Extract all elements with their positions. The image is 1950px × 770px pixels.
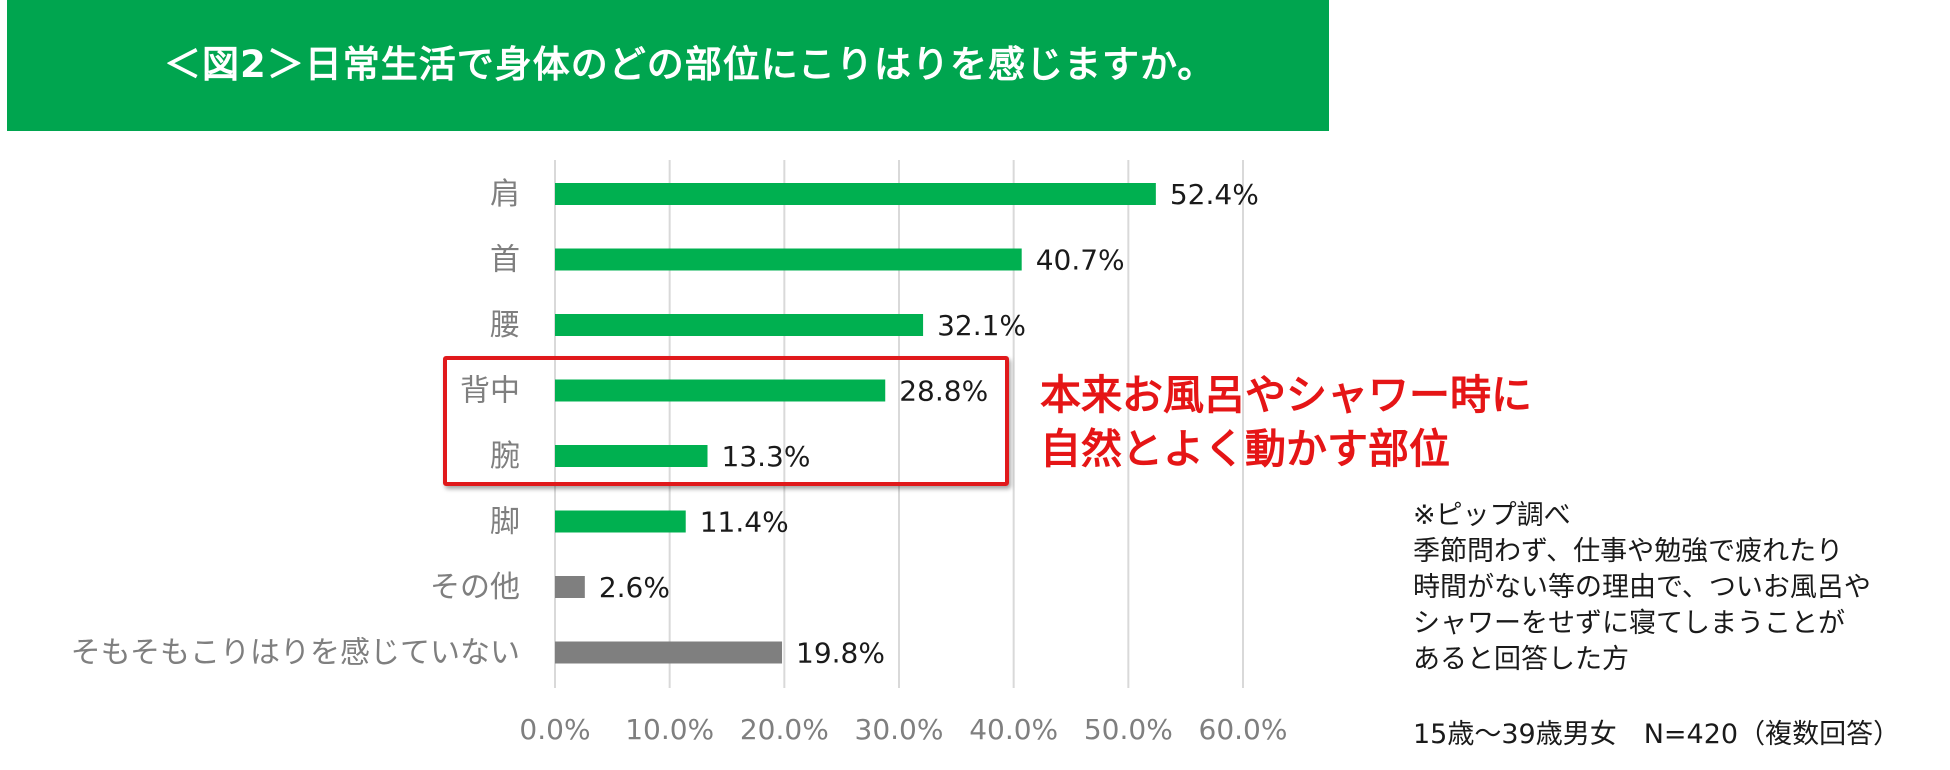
note-line-3: 時間がない等の理由で、ついお風呂や xyxy=(1413,572,1871,603)
callout-line-1: 本来お風呂やシャワー時に xyxy=(1040,371,1532,419)
x-tick-label: 60.0% xyxy=(1199,713,1288,746)
bar xyxy=(555,248,1022,271)
category-label: 腕 xyxy=(490,439,520,474)
note-line-2: 季節問わず、仕事や勉強で疲れたり xyxy=(1413,536,1844,567)
x-tick-label: 30.0% xyxy=(855,713,944,746)
sample-info: 15歳～39歳男女 N=420（複数回答） xyxy=(1413,719,1901,750)
survey-note: ※ピップ調べ 季節問わず、仕事や勉強で疲れたり 時間がない等の理由で、ついお風呂… xyxy=(1413,498,1871,678)
category-label: 腰 xyxy=(490,308,520,343)
data-label: 32.1% xyxy=(937,309,1026,342)
bar xyxy=(555,379,886,402)
title-banner xyxy=(7,0,1329,131)
bar xyxy=(555,576,585,598)
bars xyxy=(555,183,1156,664)
bar xyxy=(555,641,783,664)
category-label: 首 xyxy=(490,243,520,278)
bar xyxy=(555,445,708,467)
bar xyxy=(555,510,686,533)
category-label: 肩 xyxy=(490,177,520,212)
x-tick-label: 20.0% xyxy=(740,713,829,746)
data-label: 19.8% xyxy=(796,637,885,670)
data-label: 28.8% xyxy=(899,375,988,408)
category-label: 脚 xyxy=(490,505,520,540)
x-tick-label: 50.0% xyxy=(1084,713,1173,746)
data-label: 2.6% xyxy=(599,571,670,604)
x-tick-label: 10.0% xyxy=(625,713,714,746)
labels: 0.0% 10.0% 20.0% 30.0% 40.0% 50.0% 60.0% 肩 52.4%… xyxy=(71,177,1288,746)
category-label: そもそもこりはりを感じていない xyxy=(71,636,520,671)
grid-lines xyxy=(554,160,1244,688)
data-label: 40.7% xyxy=(1036,244,1125,277)
note-line-5: あると回答した方 xyxy=(1413,644,1629,675)
data-label: 52.4% xyxy=(1170,178,1259,211)
x-tick-label: 0.0% xyxy=(519,713,590,746)
x-tick-label: 40.0% xyxy=(969,713,1058,746)
category-label: 背中 xyxy=(460,374,520,409)
data-label: 13.3% xyxy=(722,440,811,473)
highlight-box xyxy=(443,356,1009,486)
callout-line-2: 自然とよく動かす部位 xyxy=(1040,425,1450,473)
bar xyxy=(555,314,924,336)
category-label: その他 xyxy=(430,570,520,605)
data-label: 11.4% xyxy=(700,506,789,539)
bar xyxy=(555,183,1156,205)
note-line-4: シャワーをせずに寝てしまうことが xyxy=(1413,608,1845,639)
callout-text: 本来お風呂やシャワー時に 自然とよく動かす部位 xyxy=(1040,368,1532,476)
page-title: ＜図2＞日常生活で身体のどの部位にこりはりを感じますか。 xyxy=(164,43,1216,86)
note-line-1: ※ピップ調べ xyxy=(1413,500,1571,531)
